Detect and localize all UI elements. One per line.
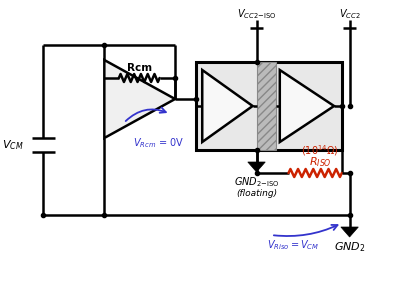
Bar bbox=[196, 62, 342, 150]
Text: Rcm: Rcm bbox=[127, 63, 152, 73]
Text: $(10^{14}\Omega)$: $(10^{14}\Omega)$ bbox=[301, 144, 339, 158]
Text: $GND_{2}$: $GND_{2}$ bbox=[334, 240, 366, 254]
Text: $V_{CC2\mathrm{-ISO}}$: $V_{CC2\mathrm{-ISO}}$ bbox=[237, 7, 276, 21]
Text: $GND_{2\mathrm{-ISO}}$: $GND_{2\mathrm{-ISO}}$ bbox=[234, 175, 279, 189]
Polygon shape bbox=[248, 162, 265, 172]
Text: (floating): (floating) bbox=[236, 188, 277, 197]
Polygon shape bbox=[280, 70, 334, 142]
Text: $V_{Riso} = V_{CM}$: $V_{Riso} = V_{CM}$ bbox=[267, 238, 320, 252]
Text: $V_{CM}$: $V_{CM}$ bbox=[2, 138, 24, 152]
Text: $R_{ISO}$: $R_{ISO}$ bbox=[309, 155, 332, 169]
Polygon shape bbox=[202, 70, 253, 142]
Text: $V_{CC2}$: $V_{CC2}$ bbox=[339, 7, 360, 21]
Bar bbox=[256, 62, 276, 150]
Text: $V_{Rcm}$ = 0V: $V_{Rcm}$ = 0V bbox=[134, 136, 185, 150]
Polygon shape bbox=[104, 60, 175, 138]
Polygon shape bbox=[341, 227, 358, 237]
